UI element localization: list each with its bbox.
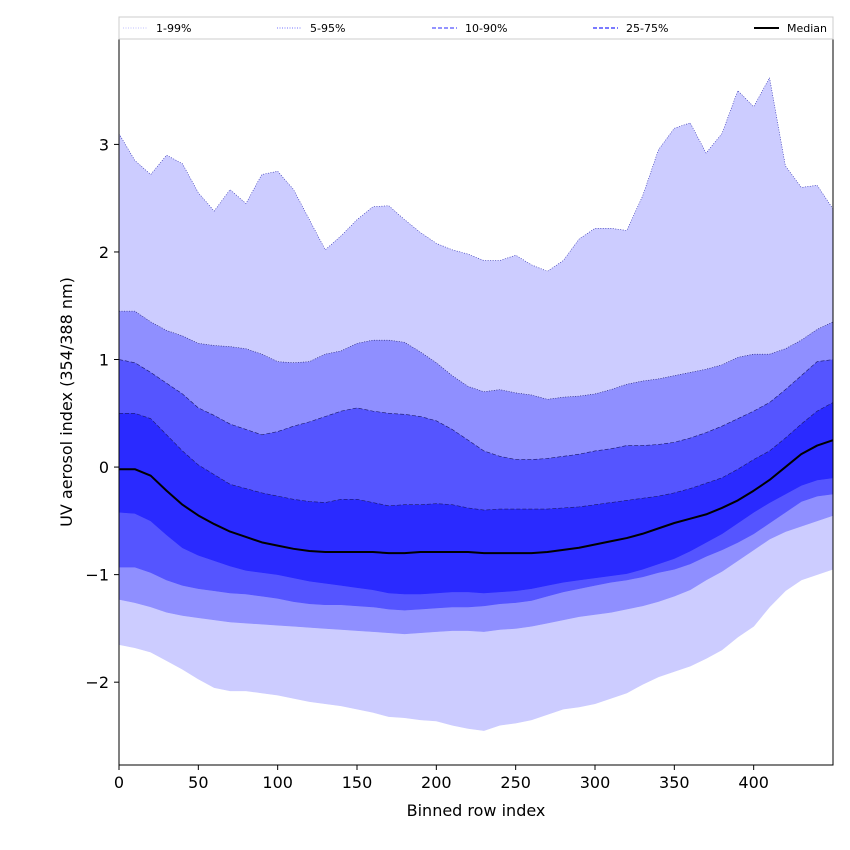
x-tick-label: 150 xyxy=(342,773,373,792)
x-tick-label: 300 xyxy=(580,773,611,792)
x-tick-label: 100 xyxy=(262,773,293,792)
legend-label: 5-95% xyxy=(310,22,345,35)
y-tick-label: −1 xyxy=(85,566,109,585)
legend-label: Median xyxy=(787,22,827,35)
x-axis: 0 50 100 150 200 250 300 350 400 xyxy=(114,765,769,792)
band-25-75% xyxy=(119,402,833,594)
legend-box xyxy=(118,16,834,40)
band-lower-edge-5-95% xyxy=(118,515,834,635)
band-lower-edge-25-75% xyxy=(118,477,834,595)
x-axis-title: Binned row index xyxy=(407,801,546,820)
x-tick-label: 250 xyxy=(500,773,531,792)
legend-label: 1-99% xyxy=(156,22,191,35)
x-tick-label: 0 xyxy=(114,773,124,792)
legend-label: 10-90% xyxy=(465,22,507,35)
x-tick-label: 350 xyxy=(659,773,690,792)
x-tick-label: 400 xyxy=(738,773,769,792)
band-lower-edge-10-90% xyxy=(119,493,834,611)
y-tick-label: 0 xyxy=(99,458,109,477)
y-axis: −2 −1 0 1 2 3 xyxy=(85,135,119,692)
y-tick-label: 1 xyxy=(99,351,109,370)
x-tick-label: 200 xyxy=(421,773,452,792)
series-line-Median xyxy=(119,439,834,555)
band-upper-edge-25-75% xyxy=(119,402,834,511)
y-tick-label: 3 xyxy=(99,135,109,154)
percentile-bands xyxy=(118,76,834,731)
y-axis-title: UV aerosol index (354/388 nm) xyxy=(57,277,76,527)
y-tick-label: 2 xyxy=(99,243,109,262)
band-upper-edge-10-90% xyxy=(118,359,834,460)
band-lower-edge-1-99% xyxy=(118,568,834,731)
legend: 1-99% 5-95% 10-90% 25-75% Median xyxy=(118,16,834,40)
median-line-group xyxy=(119,439,834,555)
x-tick-label: 50 xyxy=(188,773,208,792)
band-upper-edge-1-99% xyxy=(118,76,834,272)
legend-label: 25-75% xyxy=(626,22,668,35)
y-tick-label: −2 xyxy=(85,673,109,692)
